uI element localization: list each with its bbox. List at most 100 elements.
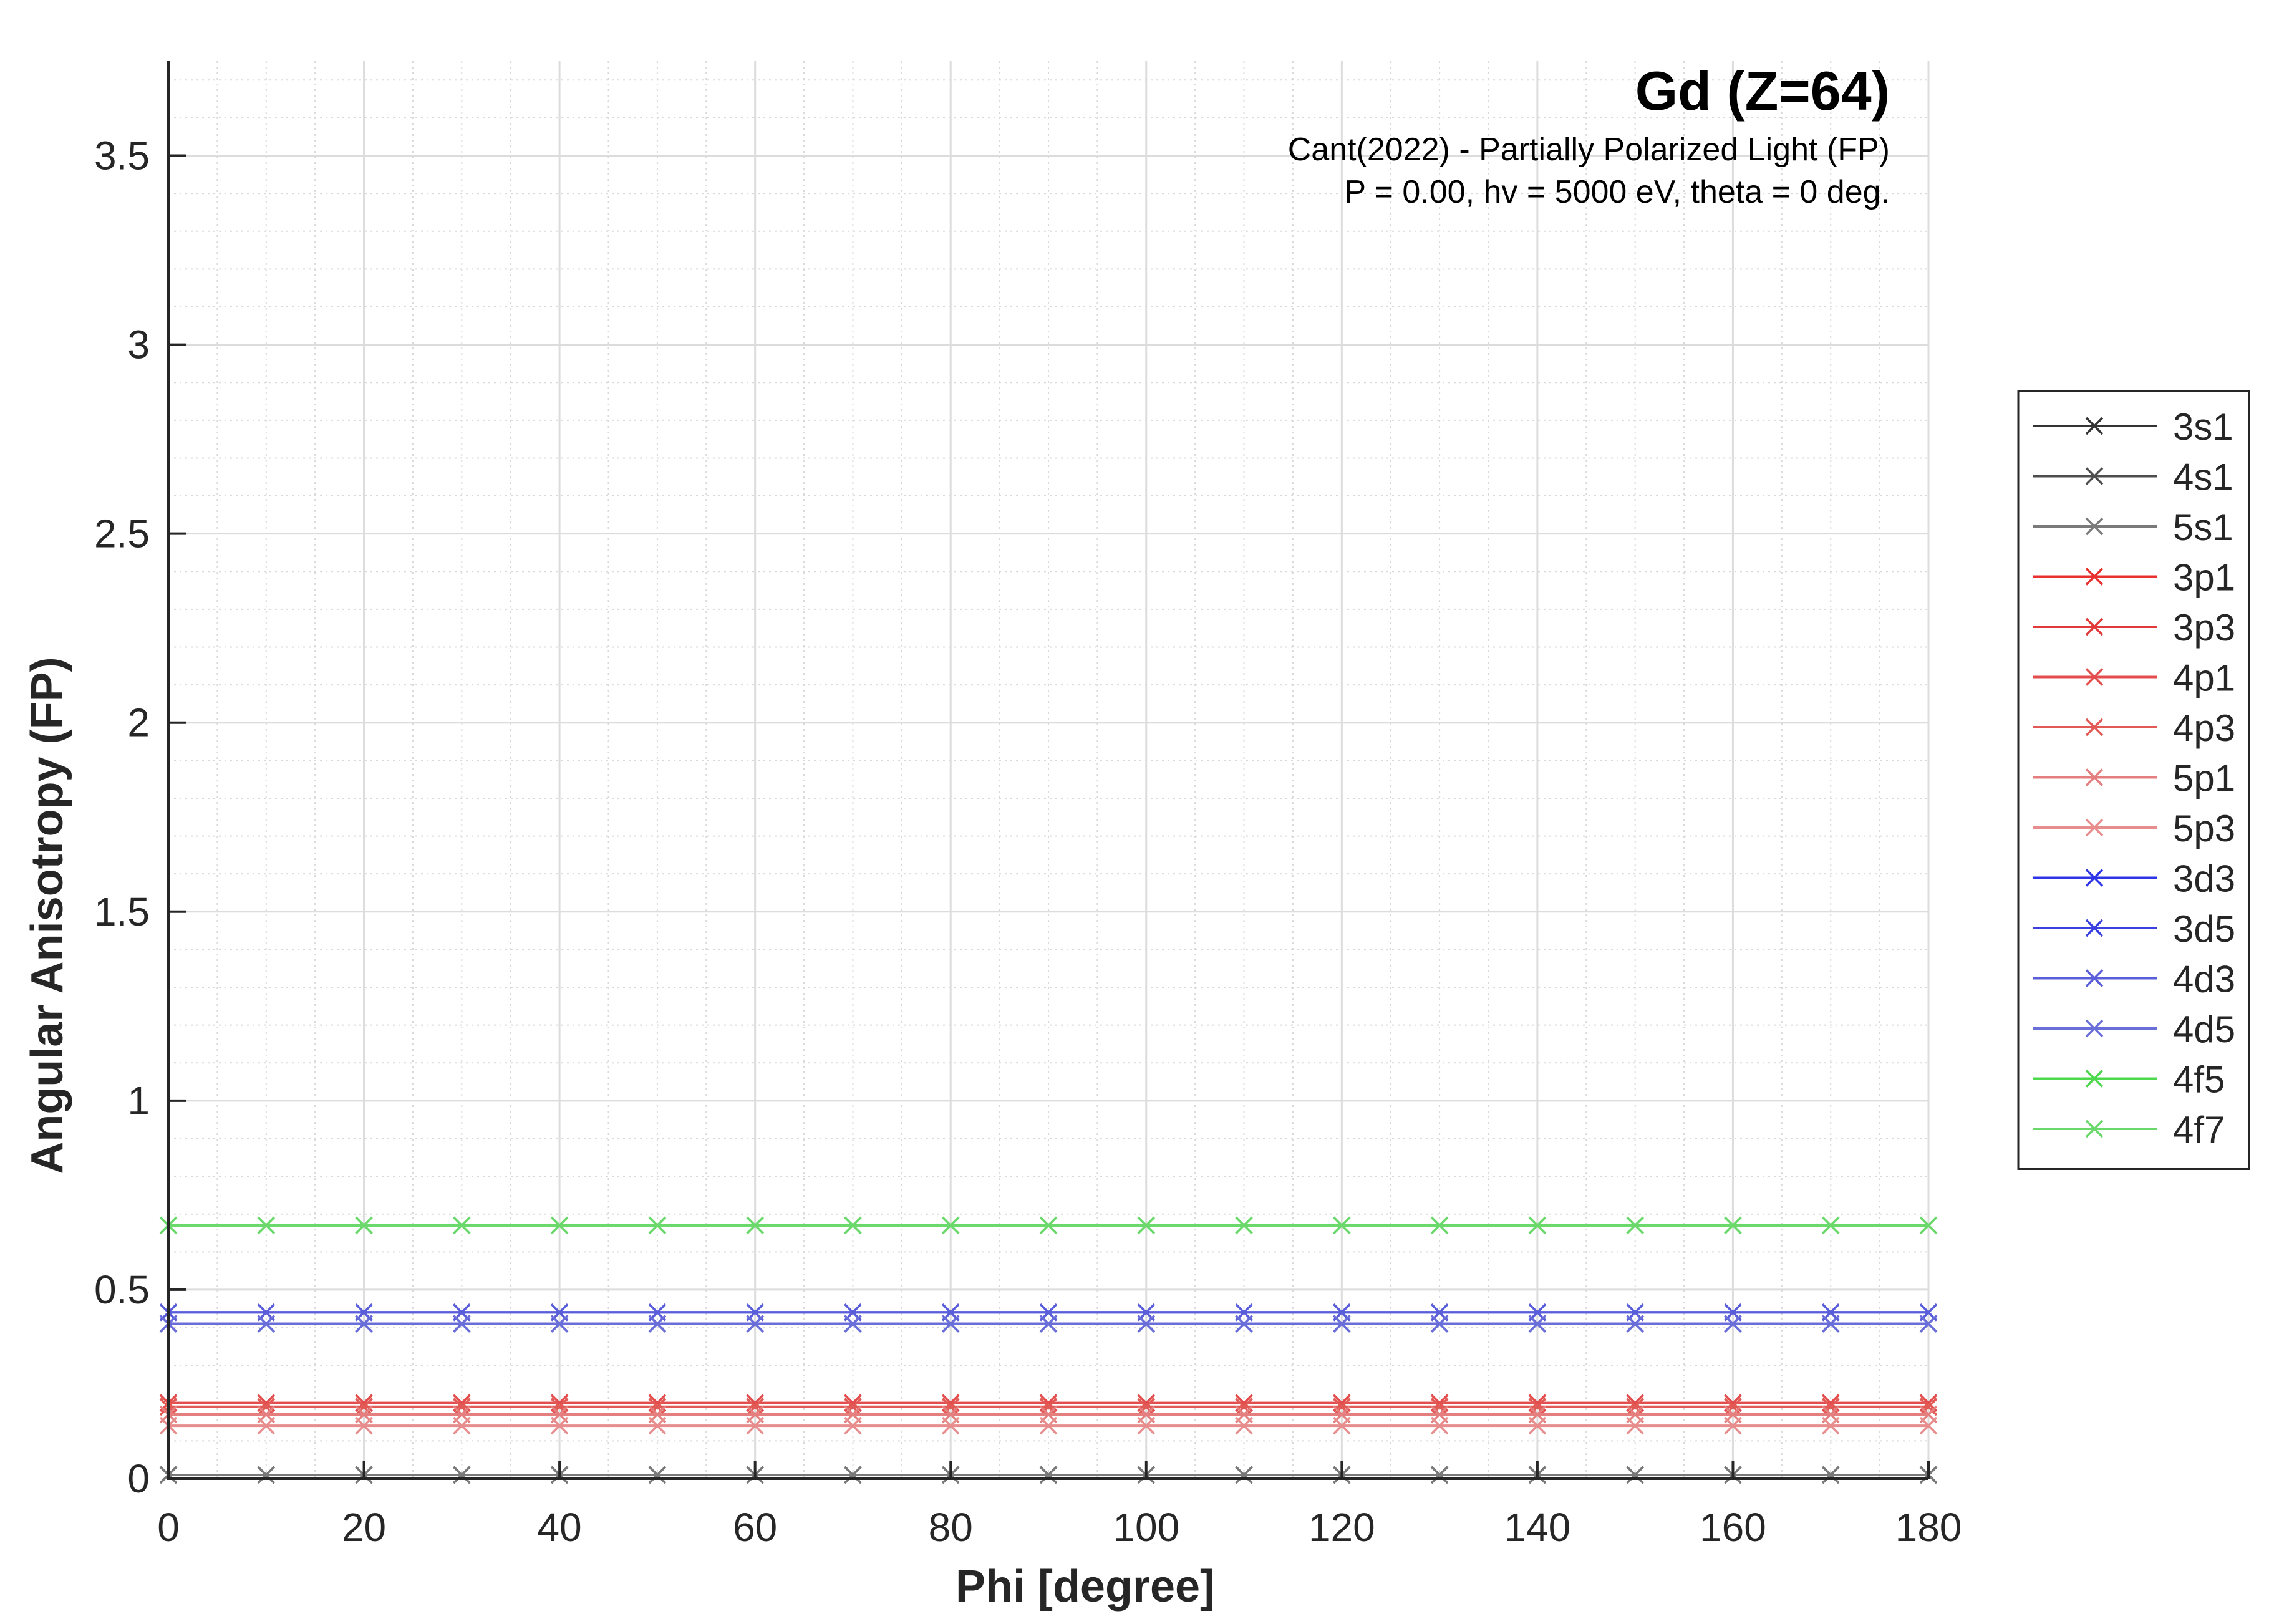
legend-marker xyxy=(2085,1019,2104,1038)
data-point-4f7 xyxy=(550,1216,569,1235)
data-point-4d5 xyxy=(1235,1315,1253,1333)
data-point-5s1 xyxy=(648,1466,667,1484)
legend-marker xyxy=(2085,768,2104,786)
legend-label: 3s1 xyxy=(2173,406,2233,448)
data-point-4d5 xyxy=(257,1315,276,1333)
data-point-4p3 xyxy=(941,1398,960,1416)
data-point-4f7 xyxy=(1528,1216,1547,1235)
x-tick-label: 140 xyxy=(1504,1505,1570,1550)
legend-marker xyxy=(2085,568,2104,586)
legend-label: 4f5 xyxy=(2173,1059,2225,1101)
series-layer xyxy=(159,1216,1938,1484)
data-point-4p3 xyxy=(1626,1398,1644,1416)
legend-label: 4p3 xyxy=(2173,707,2235,749)
data-point-5s1 xyxy=(844,1466,862,1484)
legend-label: 4p1 xyxy=(2173,657,2235,699)
data-point-5p3 xyxy=(1919,1416,1938,1435)
data-point-4f7 xyxy=(1821,1216,1840,1235)
data-point-4p3 xyxy=(648,1398,667,1416)
data-point-4d5 xyxy=(1430,1315,1449,1333)
legend-label: 5p1 xyxy=(2173,758,2235,800)
legend-marker xyxy=(2085,517,2104,536)
data-point-4f7 xyxy=(1235,1216,1253,1235)
data-point-4f7 xyxy=(1137,1216,1156,1235)
x-tick-label: 60 xyxy=(733,1505,777,1550)
legend-item-4d5: 4d5 xyxy=(2033,1008,2235,1050)
legend-label: 3d3 xyxy=(2173,858,2235,900)
x-tick-label: 120 xyxy=(1309,1505,1375,1550)
legend-marker xyxy=(2085,417,2104,435)
data-point-4p3 xyxy=(257,1398,276,1416)
data-point-4p3 xyxy=(355,1398,373,1416)
x-axis-ticks: 0 20 40 60 80 100 120 140 160 180 xyxy=(157,1461,1962,1550)
data-point-4p3 xyxy=(1333,1398,1351,1416)
y-axis-label: Angular Anisotropy (FP) xyxy=(22,657,72,1174)
x-tick-label: 180 xyxy=(1895,1505,1962,1550)
data-point-4d5 xyxy=(1724,1315,1742,1333)
legend-item-5s1: 5s1 xyxy=(2033,506,2233,548)
y-tick-label: 0.5 xyxy=(94,1267,150,1312)
data-point-4p3 xyxy=(550,1398,569,1416)
data-point-4p3 xyxy=(1724,1398,1742,1416)
data-point-4f7 xyxy=(648,1216,667,1235)
legend-marker xyxy=(2085,1070,2104,1088)
data-point-4p3 xyxy=(746,1398,764,1416)
legend-label: 3d5 xyxy=(2173,908,2235,950)
series-4f7 xyxy=(159,1216,1938,1235)
legend-box xyxy=(2017,390,2250,1170)
x-tick-label: 40 xyxy=(538,1505,582,1550)
legend-marker xyxy=(2085,668,2104,686)
data-point-5p3 xyxy=(941,1416,960,1435)
data-point-5p3 xyxy=(1528,1416,1547,1435)
legend-item-3d5: 3d5 xyxy=(2033,908,2235,950)
legend-label: 5s1 xyxy=(2173,506,2233,548)
chart-subtitle-line-1: Cant(2022) - Partially Polarized Light (… xyxy=(1288,132,1890,168)
chart-subtitle-line-2: P = 0.00, hv = 5000 eV, theta = 0 deg. xyxy=(1344,174,1890,210)
legend-item-4f7: 4f7 xyxy=(2033,1109,2225,1151)
data-point-5p3 xyxy=(1626,1416,1644,1435)
data-point-5p3 xyxy=(1821,1416,1840,1435)
data-point-4p3 xyxy=(1430,1398,1449,1416)
y-tick-label: 1.5 xyxy=(94,889,150,934)
legend-marker xyxy=(2085,718,2104,737)
data-point-5p3 xyxy=(1039,1416,1058,1435)
legend-marker xyxy=(2085,818,2104,837)
legend-item-5p3: 5p3 xyxy=(2033,808,2235,849)
data-point-5p3 xyxy=(1137,1416,1156,1435)
legend-marker xyxy=(2085,1119,2104,1138)
data-point-4p3 xyxy=(1528,1398,1547,1416)
x-tick-label: 20 xyxy=(342,1505,386,1550)
legend-label: 3p1 xyxy=(2173,557,2235,599)
data-point-4d5 xyxy=(550,1315,569,1333)
data-point-5p3 xyxy=(648,1416,667,1435)
data-point-4p3 xyxy=(1039,1398,1058,1416)
y-axis-ticks: 0 0.5 1 1.5 2 2.5 3 3.5 xyxy=(94,133,186,1501)
legend-label: 5p3 xyxy=(2173,808,2235,849)
legend-marker xyxy=(2085,969,2104,987)
x-tick-label: 80 xyxy=(929,1505,973,1550)
data-point-4f7 xyxy=(941,1216,960,1235)
data-point-4f7 xyxy=(1430,1216,1449,1235)
data-point-4d5 xyxy=(648,1315,667,1333)
y-tick-label: 2.5 xyxy=(94,511,150,556)
data-point-4d5 xyxy=(844,1315,862,1333)
legend-marker xyxy=(2085,467,2104,485)
legend-marker xyxy=(2085,919,2104,937)
axis-lines xyxy=(167,61,1928,1480)
legend-item-3s1: 3s1 xyxy=(2033,406,2233,448)
data-point-4d5 xyxy=(355,1315,373,1333)
series-5p3 xyxy=(159,1416,1938,1435)
data-point-4f7 xyxy=(746,1216,764,1235)
data-point-4d5 xyxy=(453,1315,471,1333)
legend-label: 4d3 xyxy=(2173,959,2235,1000)
data-point-4p3 xyxy=(453,1398,471,1416)
chart-title: Gd (Z=64) xyxy=(1635,60,1890,122)
data-point-4f7 xyxy=(1039,1216,1058,1235)
legend-label: 4s1 xyxy=(2173,457,2233,498)
data-point-4d5 xyxy=(1333,1315,1351,1333)
y-tick-label: 3.5 xyxy=(94,133,150,178)
legend-marker xyxy=(2085,617,2104,636)
legend-item-3d3: 3d3 xyxy=(2033,858,2235,900)
y-tick-label: 3 xyxy=(127,322,150,367)
series-4d5 xyxy=(159,1315,1938,1333)
